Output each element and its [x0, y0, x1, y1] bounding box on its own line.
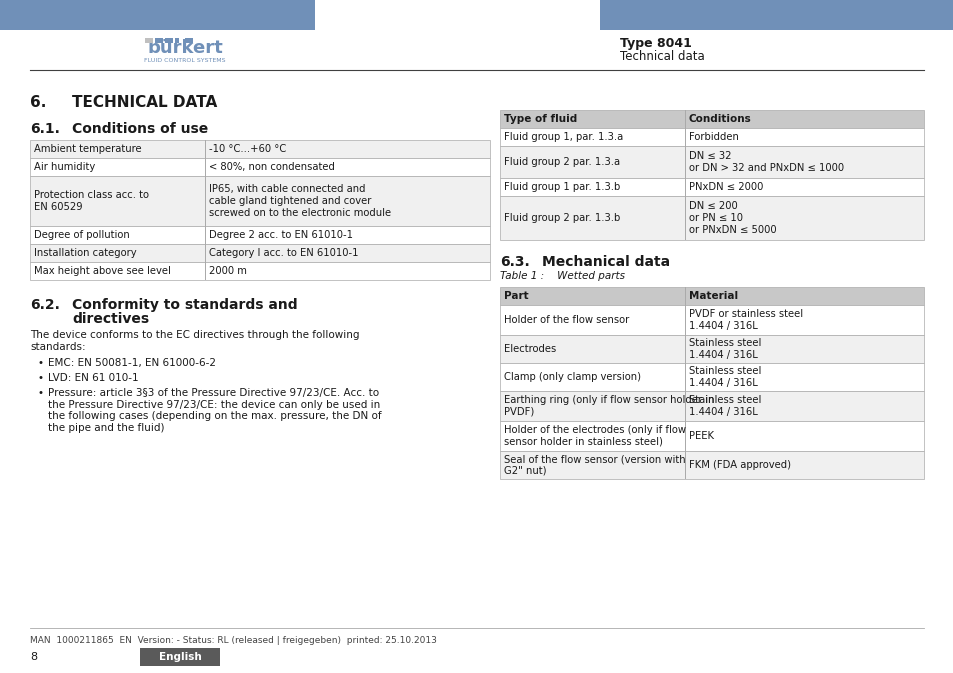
- Text: Fluid group 1, par. 1.3.a: Fluid group 1, par. 1.3.a: [503, 132, 622, 142]
- Text: bürkert: bürkert: [147, 39, 223, 57]
- Text: DN ≤ 200
or PN ≤ 10
or PNxDN ≤ 5000: DN ≤ 200 or PN ≤ 10 or PNxDN ≤ 5000: [688, 201, 776, 235]
- Bar: [30, 140, 490, 158]
- Text: Conformity to standards and: Conformity to standards and: [71, 298, 297, 312]
- Bar: [30, 244, 490, 262]
- Text: < 80%, non condensated: < 80%, non condensated: [209, 162, 335, 172]
- Text: Part: Part: [503, 291, 528, 301]
- Text: Stainless steel
1.4404 / 316L: Stainless steel 1.4404 / 316L: [688, 339, 760, 360]
- Text: Fluid group 1 par. 1.3.b: Fluid group 1 par. 1.3.b: [503, 182, 619, 192]
- Text: FLUID CONTROL SYSTEMS: FLUID CONTROL SYSTEMS: [144, 57, 226, 63]
- Text: Forbidden: Forbidden: [688, 132, 739, 142]
- Bar: [684, 146, 685, 178]
- Text: •: •: [38, 388, 44, 398]
- Text: Protection class acc. to
EN 60529: Protection class acc. to EN 60529: [34, 190, 149, 212]
- Text: 6.2.: 6.2.: [30, 298, 60, 312]
- Text: Installation category: Installation category: [34, 248, 136, 258]
- Bar: [684, 451, 685, 479]
- Text: English: English: [158, 652, 201, 662]
- Bar: [154, 38, 163, 43]
- Bar: [499, 287, 923, 305]
- Text: LVD: EN 61 010-1: LVD: EN 61 010-1: [48, 373, 138, 383]
- Bar: [684, 196, 685, 240]
- Bar: [30, 226, 490, 244]
- Bar: [30, 262, 490, 280]
- Text: FKM (FDA approved): FKM (FDA approved): [688, 460, 790, 470]
- Text: Type of fluid: Type of fluid: [503, 114, 577, 124]
- Text: -10 °C...+60 °C: -10 °C...+60 °C: [209, 144, 286, 154]
- Bar: [684, 287, 685, 305]
- Bar: [30, 176, 490, 226]
- Text: Seal of the flow sensor (version with
G2" nut): Seal of the flow sensor (version with G2…: [503, 454, 685, 476]
- Text: Conditions of use: Conditions of use: [71, 122, 208, 136]
- Text: Stainless steel
1.4404 / 316L: Stainless steel 1.4404 / 316L: [688, 366, 760, 388]
- Text: Stainless steel
1.4404 / 316L: Stainless steel 1.4404 / 316L: [688, 395, 760, 417]
- Bar: [499, 363, 923, 391]
- Text: PEEK: PEEK: [688, 431, 713, 441]
- Text: Technical data: Technical data: [619, 50, 704, 63]
- Text: The device conforms to the EC directives through the following
standards:: The device conforms to the EC directives…: [30, 330, 359, 351]
- Text: 6.1.: 6.1.: [30, 122, 60, 136]
- Text: 8: 8: [30, 652, 37, 662]
- Text: Material: Material: [688, 291, 738, 301]
- Bar: [499, 128, 923, 146]
- Text: Category I acc. to EN 61010-1: Category I acc. to EN 61010-1: [209, 248, 358, 258]
- Text: PVDF or stainless steel
1.4404 / 316L: PVDF or stainless steel 1.4404 / 316L: [688, 309, 802, 331]
- Text: Conditions: Conditions: [688, 114, 751, 124]
- Bar: [684, 178, 685, 196]
- Text: IP65, with cable connected and
cable gland tightened and cover
screwed on to the: IP65, with cable connected and cable gla…: [209, 184, 391, 217]
- Bar: [140, 648, 220, 666]
- Text: DN ≤ 32
or DN > 32 and PNxDN ≤ 1000: DN ≤ 32 or DN > 32 and PNxDN ≤ 1000: [688, 151, 843, 173]
- Text: Electrodes: Electrodes: [503, 344, 556, 354]
- Text: PNxDN ≤ 2000: PNxDN ≤ 2000: [688, 182, 762, 192]
- Text: Max height above see level: Max height above see level: [34, 266, 171, 276]
- Text: Holder of the flow sensor: Holder of the flow sensor: [503, 315, 629, 325]
- Bar: [499, 421, 923, 451]
- Bar: [684, 421, 685, 451]
- Text: 6.3.: 6.3.: [499, 255, 529, 269]
- Bar: [684, 128, 685, 146]
- Text: •: •: [38, 358, 44, 368]
- Bar: [499, 110, 923, 128]
- Text: Pressure: article 3§3 of the Pressure Directive 97/23/CE. Acc. to
the Pressure D: Pressure: article 3§3 of the Pressure Di…: [48, 388, 381, 433]
- Text: Type 8041: Type 8041: [619, 36, 691, 50]
- Bar: [684, 110, 685, 128]
- Text: directives: directives: [71, 312, 149, 326]
- Text: Holder of the electrodes (only if flow
sensor holder in stainless steel): Holder of the electrodes (only if flow s…: [503, 425, 685, 447]
- Bar: [684, 305, 685, 335]
- Bar: [684, 363, 685, 391]
- Bar: [499, 305, 923, 335]
- Text: Mechanical data: Mechanical data: [541, 255, 669, 269]
- Text: Degree of pollution: Degree of pollution: [34, 230, 130, 240]
- Bar: [499, 335, 923, 363]
- Bar: [205, 140, 206, 280]
- Text: MAN  1000211865  EN  Version: - Status: RL (released | freigegeben)  printed: 25: MAN 1000211865 EN Version: - Status: RL …: [30, 636, 436, 645]
- Bar: [0, 0, 314, 30]
- Bar: [684, 335, 685, 363]
- Text: Ambient temperature: Ambient temperature: [34, 144, 141, 154]
- Bar: [165, 38, 172, 43]
- Text: 2000 m: 2000 m: [209, 266, 247, 276]
- Text: Clamp (only clamp version): Clamp (only clamp version): [503, 372, 640, 382]
- Bar: [174, 38, 179, 43]
- Text: •: •: [38, 373, 44, 383]
- Bar: [145, 38, 152, 43]
- Bar: [499, 146, 923, 178]
- Bar: [599, 0, 953, 30]
- Bar: [499, 391, 923, 421]
- Bar: [30, 158, 490, 176]
- Text: EMC: EN 50081-1, EN 61000-6-2: EMC: EN 50081-1, EN 61000-6-2: [48, 358, 215, 368]
- Bar: [684, 391, 685, 421]
- Text: 6.: 6.: [30, 95, 47, 110]
- Text: Fluid group 2 par. 1.3.a: Fluid group 2 par. 1.3.a: [503, 157, 619, 167]
- Text: Air humidity: Air humidity: [34, 162, 95, 172]
- Bar: [499, 451, 923, 479]
- Bar: [499, 178, 923, 196]
- Text: TECHNICAL DATA: TECHNICAL DATA: [71, 95, 217, 110]
- Text: Degree 2 acc. to EN 61010-1: Degree 2 acc. to EN 61010-1: [209, 230, 353, 240]
- Text: Earthing ring (only if flow sensor holder in
PVDF): Earthing ring (only if flow sensor holde…: [503, 395, 714, 417]
- Text: Table 1 :    Wetted parts: Table 1 : Wetted parts: [499, 271, 624, 281]
- Bar: [185, 38, 193, 43]
- Bar: [499, 196, 923, 240]
- Text: Fluid group 2 par. 1.3.b: Fluid group 2 par. 1.3.b: [503, 213, 619, 223]
